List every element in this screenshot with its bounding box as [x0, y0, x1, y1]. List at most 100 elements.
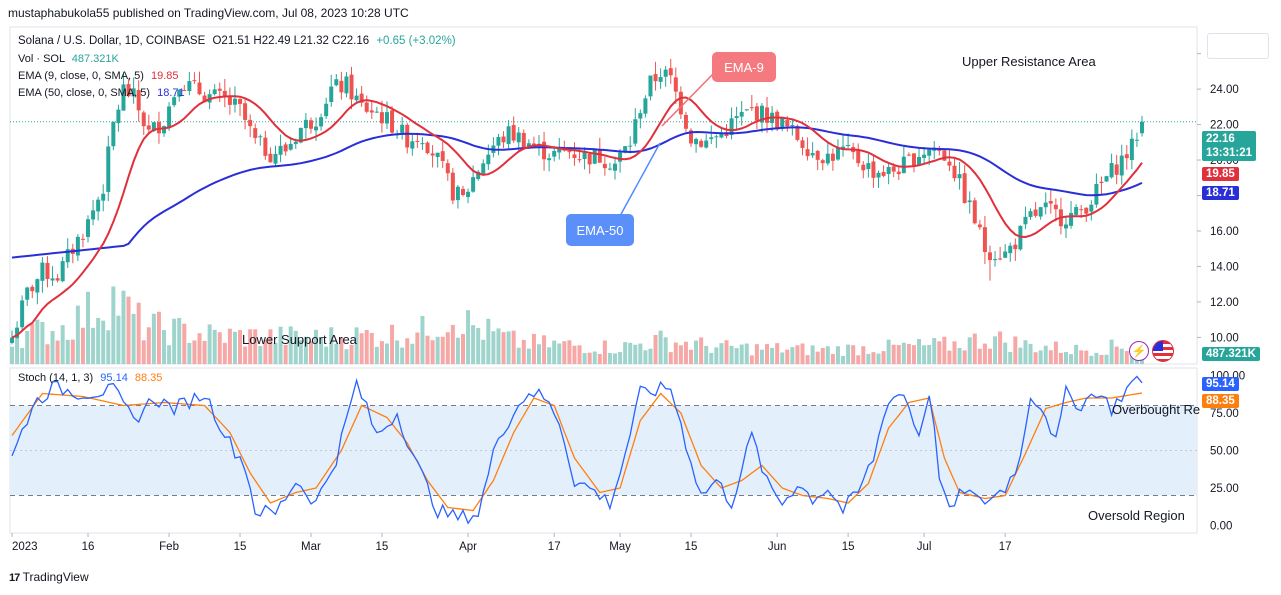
candle-body [192, 80, 197, 82]
candle-body [744, 109, 749, 111]
candle-body [1023, 216, 1028, 225]
volume-bar [1043, 345, 1048, 364]
stoch-d-line [11, 392, 1143, 512]
candle-body [1084, 207, 1089, 214]
candle-body [151, 122, 156, 132]
volume-bar [729, 345, 734, 364]
volume-bar [1008, 351, 1013, 364]
volume-bar [552, 340, 557, 364]
volume-bar [835, 346, 840, 364]
candle-body [719, 132, 724, 138]
volume-bar [1119, 348, 1124, 364]
volume-bar [846, 344, 851, 364]
volume-bar [273, 342, 278, 364]
ema9-callout-label: EMA-9 [724, 60, 764, 75]
candle-body [846, 144, 851, 146]
volume-bar [354, 327, 359, 364]
candle-body [96, 199, 101, 212]
candle-body [805, 149, 810, 157]
candle-body [830, 153, 835, 161]
candle-body [648, 75, 653, 97]
candle-body [420, 143, 425, 145]
candle-body [739, 111, 744, 117]
volume-bar [1038, 350, 1043, 364]
candle-body [592, 149, 597, 164]
ema50-callout-pointer [619, 142, 661, 217]
volume-bar [86, 291, 91, 364]
volume-bar [754, 344, 759, 364]
ema9-price-tag: 19.85 [1202, 167, 1239, 181]
volume-bar [901, 342, 906, 364]
ema50-callout-box [566, 214, 634, 246]
candle-body [911, 153, 916, 167]
volume-bar [759, 349, 764, 364]
candle-body [1053, 204, 1058, 210]
volume-bar [547, 347, 552, 364]
volume-bar [283, 344, 288, 364]
candle-body [227, 96, 232, 105]
us-flag-icon[interactable] [1152, 340, 1174, 362]
time-axis-label: May [609, 541, 631, 553]
volume-bar [314, 329, 319, 364]
volume-bar [1033, 352, 1038, 364]
candle-body [415, 140, 420, 142]
candle-body [496, 137, 501, 146]
candle-body [197, 82, 202, 95]
candle-body [344, 76, 349, 94]
candle-body [526, 143, 531, 147]
candle-body [1140, 121, 1144, 134]
volume-bar [927, 344, 932, 364]
candle-body [212, 89, 217, 95]
volume-bar [689, 349, 694, 364]
volume-bar [349, 344, 354, 364]
volume-bar [50, 331, 55, 364]
stoch-label: Stoch (14, 1, 3) [18, 372, 94, 384]
volume-bar [329, 327, 334, 364]
volume-bar [359, 333, 364, 364]
overbought-label: Overbought Re [1112, 402, 1200, 417]
candle-body [319, 117, 324, 127]
candle-body [167, 106, 172, 129]
volume-bar [121, 290, 126, 364]
volume-bar [440, 336, 445, 364]
volume-bar [607, 352, 612, 364]
lower-support-label: Lower Support Area [242, 332, 358, 347]
candle-body [466, 191, 471, 197]
candle-body [521, 132, 526, 148]
volume-bar [562, 341, 567, 364]
volume-bar [623, 342, 628, 364]
tv-brand-text: TradingView [22, 570, 89, 584]
scale-box[interactable] [1207, 33, 1269, 59]
stoch-axis-label: 75.00 [1210, 408, 1239, 420]
candle-body [410, 141, 415, 149]
candle-body [942, 150, 947, 161]
candle-body [1048, 201, 1053, 204]
volume-bar [982, 343, 987, 364]
candle-body [759, 105, 764, 123]
candle-body [623, 146, 628, 152]
candle-body [542, 141, 547, 160]
candle-body [450, 172, 455, 201]
volume-bar [506, 331, 511, 364]
volume-bar [911, 345, 916, 364]
candle-body [694, 138, 699, 145]
candle-body [871, 161, 876, 178]
volume-bar [435, 336, 440, 364]
candle-body [800, 140, 805, 148]
candle-body [111, 121, 116, 147]
volume-bar [278, 326, 283, 364]
volume-bar [364, 329, 369, 364]
candle-body [998, 258, 1003, 260]
volume-bar [319, 337, 324, 364]
candle-body [501, 136, 506, 143]
candle-body [15, 327, 20, 338]
volume-bar [952, 341, 957, 364]
volume-bar [268, 329, 273, 364]
volume-bar [91, 327, 96, 364]
lightning-icon[interactable]: ⚡ [1129, 341, 1149, 361]
stoch-axis-label: 25.00 [1210, 483, 1239, 495]
volume-bar [1069, 354, 1074, 364]
tradingview-logo[interactable]: 17 TradingView [9, 570, 89, 584]
